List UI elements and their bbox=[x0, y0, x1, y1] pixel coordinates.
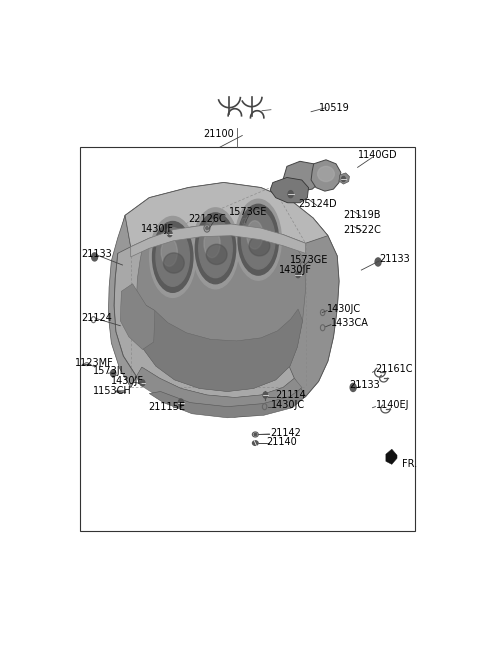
Text: 1573GE: 1573GE bbox=[290, 255, 328, 265]
Text: 1123MF: 1123MF bbox=[75, 358, 114, 368]
Ellipse shape bbox=[318, 166, 335, 181]
Polygon shape bbox=[136, 367, 302, 413]
Polygon shape bbox=[339, 173, 349, 184]
Circle shape bbox=[168, 231, 172, 237]
Polygon shape bbox=[125, 183, 328, 247]
Ellipse shape bbox=[238, 204, 278, 275]
Circle shape bbox=[178, 399, 183, 406]
Ellipse shape bbox=[247, 221, 263, 249]
Polygon shape bbox=[108, 215, 136, 388]
Text: 21140: 21140 bbox=[266, 437, 297, 447]
Text: 21161C: 21161C bbox=[375, 364, 413, 374]
Ellipse shape bbox=[241, 210, 275, 269]
Text: 21119B: 21119B bbox=[344, 210, 381, 221]
Polygon shape bbox=[120, 284, 155, 350]
Ellipse shape bbox=[199, 219, 232, 278]
Text: 1573GE: 1573GE bbox=[229, 207, 268, 217]
Ellipse shape bbox=[156, 227, 190, 286]
Polygon shape bbox=[131, 367, 305, 417]
Circle shape bbox=[140, 380, 145, 386]
Text: 1430JC: 1430JC bbox=[327, 304, 361, 314]
Text: 1430JF: 1430JF bbox=[111, 376, 144, 386]
Polygon shape bbox=[136, 228, 305, 392]
Text: 1153CH: 1153CH bbox=[93, 386, 132, 396]
Text: 21522C: 21522C bbox=[344, 225, 381, 235]
Text: 21133: 21133 bbox=[379, 254, 410, 264]
Polygon shape bbox=[283, 162, 321, 191]
Text: 1140EJ: 1140EJ bbox=[375, 400, 409, 410]
Polygon shape bbox=[270, 177, 309, 203]
Ellipse shape bbox=[153, 221, 193, 292]
Circle shape bbox=[263, 392, 267, 398]
Ellipse shape bbox=[252, 441, 258, 445]
Text: FR.: FR. bbox=[402, 459, 418, 469]
Circle shape bbox=[206, 227, 208, 230]
Polygon shape bbox=[114, 183, 339, 417]
Ellipse shape bbox=[150, 216, 196, 298]
Polygon shape bbox=[149, 388, 305, 418]
Ellipse shape bbox=[195, 213, 236, 284]
Text: 10519: 10519 bbox=[319, 102, 349, 113]
Ellipse shape bbox=[161, 238, 177, 266]
Ellipse shape bbox=[164, 253, 184, 273]
Polygon shape bbox=[137, 304, 302, 392]
Circle shape bbox=[375, 258, 381, 266]
Ellipse shape bbox=[206, 244, 227, 265]
Bar bbox=[81, 147, 415, 531]
Circle shape bbox=[350, 384, 356, 392]
Polygon shape bbox=[386, 449, 397, 464]
Circle shape bbox=[92, 253, 97, 261]
Text: 21133: 21133 bbox=[82, 249, 112, 259]
Text: 1430JF: 1430JF bbox=[279, 265, 312, 275]
Circle shape bbox=[296, 271, 300, 278]
Text: 21114: 21114 bbox=[275, 390, 306, 400]
Polygon shape bbox=[311, 160, 341, 191]
Text: 21115E: 21115E bbox=[148, 401, 186, 412]
Text: 21142: 21142 bbox=[270, 428, 301, 438]
Ellipse shape bbox=[249, 236, 270, 256]
Text: 21124: 21124 bbox=[82, 313, 112, 323]
Text: 22126C: 22126C bbox=[188, 214, 226, 225]
Text: 1433CA: 1433CA bbox=[331, 318, 369, 328]
Circle shape bbox=[342, 177, 345, 181]
Ellipse shape bbox=[204, 229, 220, 258]
Text: 1140GD: 1140GD bbox=[358, 150, 397, 160]
Text: 1430JF: 1430JF bbox=[141, 224, 174, 234]
Text: 21133: 21133 bbox=[349, 380, 380, 390]
Text: 21100: 21100 bbox=[203, 129, 234, 139]
Ellipse shape bbox=[235, 199, 281, 280]
Polygon shape bbox=[282, 218, 339, 397]
Ellipse shape bbox=[254, 433, 257, 436]
Text: 1573JL: 1573JL bbox=[93, 366, 126, 376]
Polygon shape bbox=[131, 224, 305, 257]
Text: 1430JC: 1430JC bbox=[271, 400, 305, 410]
Text: 25124D: 25124D bbox=[298, 199, 336, 210]
Circle shape bbox=[288, 191, 293, 198]
Circle shape bbox=[110, 370, 116, 377]
Ellipse shape bbox=[192, 208, 239, 289]
